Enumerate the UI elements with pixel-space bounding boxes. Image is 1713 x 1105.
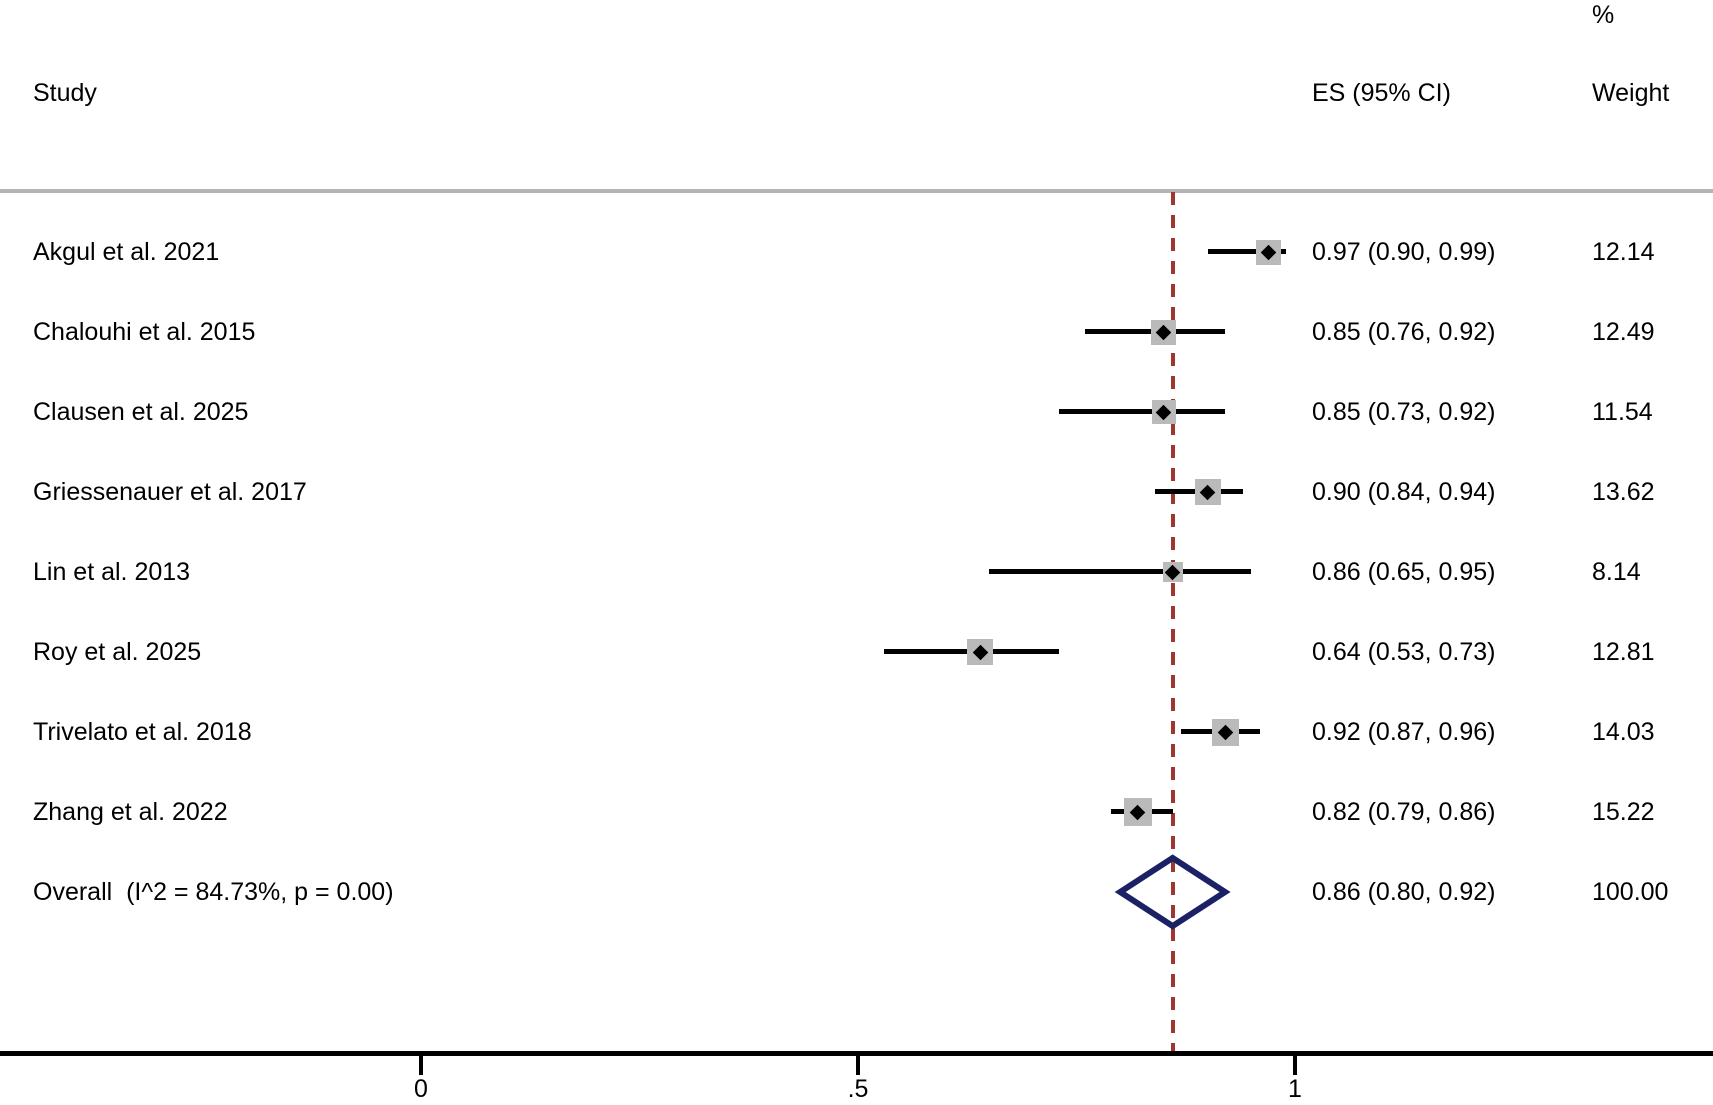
es-value: 0.82 (0.79, 0.86) — [1312, 798, 1496, 826]
study-label: Lin et al. 2013 — [33, 558, 191, 586]
study-label: Akgul et al. 2021 — [33, 238, 220, 266]
study-label: Chalouhi et al. 2015 — [33, 318, 256, 346]
study-label: Roy et al. 2025 — [33, 638, 202, 666]
study-label: Trivelato et al. 2018 — [33, 718, 252, 746]
x-axis-tick — [856, 1053, 860, 1075]
es-value: 0.97 (0.90, 0.99) — [1312, 238, 1496, 266]
weight-value: 8.14 — [1592, 558, 1641, 586]
weight-value: 12.14 — [1592, 238, 1655, 266]
x-axis-tick — [1293, 1053, 1297, 1075]
study-label: Zhang et al. 2022 — [33, 798, 228, 826]
es-value: 0.64 (0.53, 0.73) — [1312, 638, 1496, 666]
x-axis-tick-label: .5 — [847, 1075, 869, 1103]
weight-value: 15.22 — [1592, 798, 1655, 826]
es-value: 0.92 (0.87, 0.96) — [1312, 718, 1496, 746]
weight-value: 14.03 — [1592, 718, 1655, 746]
es-value: 0.90 (0.84, 0.94) — [1312, 478, 1496, 506]
study-label: Clausen et al. 2025 — [33, 398, 249, 426]
header-divider-rule — [0, 189, 1713, 193]
overall-weight-value: 100.00 — [1592, 878, 1669, 906]
x-axis-tick — [419, 1053, 423, 1075]
es-value: 0.85 (0.76, 0.92) — [1312, 318, 1496, 346]
study-column-header: Study — [33, 79, 97, 107]
weight-value: 11.54 — [1592, 398, 1653, 426]
es-value: 0.85 (0.73, 0.92) — [1312, 398, 1496, 426]
ci-line — [989, 569, 1252, 574]
ci-line — [1059, 409, 1226, 414]
ci-line — [1207, 249, 1287, 254]
weight-value: 12.81 — [1592, 638, 1655, 666]
study-label: Griessenauer et al. 2017 — [33, 478, 307, 506]
weight-value: 12.49 — [1592, 318, 1655, 346]
reference-line — [1170, 192, 1175, 1051]
es-value: 0.86 (0.65, 0.95) — [1312, 558, 1496, 586]
es-column-header: ES (95% CI) — [1312, 79, 1451, 107]
percent-header: % — [1592, 1, 1615, 29]
weight-value: 13.62 — [1592, 478, 1655, 506]
overall-label: Overall (I^2 = 84.73%, p = 0.00) — [33, 878, 394, 906]
x-axis-tick-label: 1 — [1288, 1075, 1302, 1103]
x-axis-tick-label: 0 — [414, 1075, 428, 1103]
overall-es-value: 0.86 (0.80, 0.92) — [1312, 878, 1496, 906]
weight-column-header: Weight — [1592, 79, 1670, 107]
